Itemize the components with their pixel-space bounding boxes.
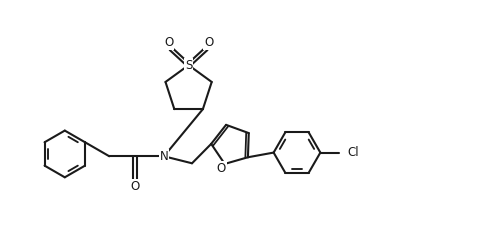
- Text: O: O: [216, 162, 226, 175]
- Text: O: O: [204, 36, 213, 49]
- Text: Cl: Cl: [348, 146, 359, 159]
- Text: N: N: [160, 150, 168, 163]
- Text: O: O: [164, 36, 173, 49]
- Text: S: S: [185, 59, 192, 72]
- Text: O: O: [131, 180, 140, 193]
